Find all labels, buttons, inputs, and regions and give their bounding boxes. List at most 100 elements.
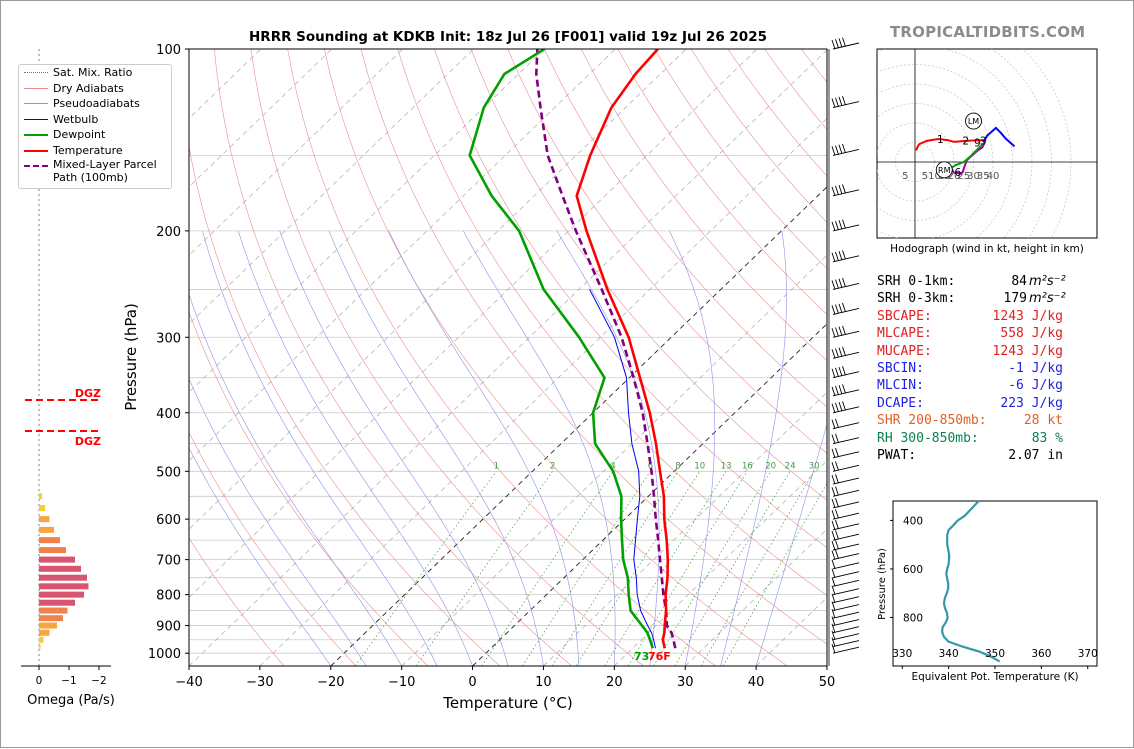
barb-flag xyxy=(836,252,839,261)
barb-flag xyxy=(843,219,846,228)
barb-flag xyxy=(836,540,839,549)
x-tick-label: −20 xyxy=(317,675,344,690)
barb-staff xyxy=(833,597,859,603)
theta-e-y-label: Pressure (hPa) xyxy=(877,548,888,620)
barb-flag xyxy=(843,38,846,47)
barb-flag xyxy=(832,521,835,530)
barb-flag xyxy=(836,434,839,443)
barb-flag xyxy=(832,404,835,413)
barb-flag xyxy=(843,384,846,393)
barb-flag xyxy=(843,250,846,259)
stat-row: SHR 200-850mb:28 kt xyxy=(877,412,1087,429)
stat-value: 28 kt xyxy=(1024,412,1063,429)
barb-staff xyxy=(833,580,859,586)
mixing-ratio-label: 13 xyxy=(721,461,732,471)
barb-flag xyxy=(832,328,835,337)
mixing-ratio-line xyxy=(701,471,814,666)
barb-staff xyxy=(833,620,859,626)
x-tick-label: 40 xyxy=(748,675,765,690)
stat-value: -1 J/kg xyxy=(1008,360,1063,377)
wind-barb xyxy=(832,594,859,603)
stat-label: SRH 0-1km: xyxy=(877,273,955,290)
omega-bar xyxy=(39,516,50,522)
legend-swatch xyxy=(24,119,48,120)
y-tick-label: 400 xyxy=(156,407,181,422)
stat-label: RH 300-850mb: xyxy=(877,430,979,447)
legend-label: Temperature xyxy=(53,143,123,158)
omega-bar xyxy=(39,623,57,629)
theta-x-tick-label: 330 xyxy=(892,648,912,660)
theta-e-x-label: Equivalent Pot. Temperature (K) xyxy=(911,671,1078,683)
omega-bar xyxy=(39,644,41,650)
barb-flag xyxy=(836,498,839,507)
wind-barb xyxy=(832,586,859,595)
barb-flag xyxy=(832,40,835,49)
legend-swatch xyxy=(24,165,48,167)
wind-barb xyxy=(832,384,859,395)
legend-swatch xyxy=(24,103,48,104)
legend-label: Mixed-Layer Parcel Path (100mb) xyxy=(53,158,169,184)
barb-flag xyxy=(836,520,839,529)
pseudoadiabat-line xyxy=(389,231,579,666)
mixing-ratio-label: 1 xyxy=(494,461,499,471)
hodograph-frame xyxy=(877,49,1097,238)
legend-label: Dry Adiabats xyxy=(53,81,124,96)
y-tick-label: 300 xyxy=(156,331,181,346)
omega-bar xyxy=(39,557,75,563)
wind-barb xyxy=(832,462,859,472)
barb-flag xyxy=(839,97,842,106)
barb-flag xyxy=(839,402,842,411)
stat-label: SBCAPE: xyxy=(877,308,932,325)
mixing-ratio-line xyxy=(522,471,650,666)
pseudoadiabat-line xyxy=(280,231,508,666)
barb-flag xyxy=(836,221,839,230)
barb-flag xyxy=(836,327,839,336)
barb-flag xyxy=(832,531,835,540)
wind-barb xyxy=(832,419,859,429)
stat-label: MLCAPE: xyxy=(877,325,932,342)
barb-flag xyxy=(836,530,839,539)
wind-barb xyxy=(832,602,859,611)
x-tick-label: −30 xyxy=(246,675,273,690)
barb-flag xyxy=(832,577,835,586)
barb-flag xyxy=(843,401,846,410)
barb-flag xyxy=(832,594,835,603)
stat-value: 1243 J/kg xyxy=(993,343,1063,360)
omega-bar xyxy=(39,630,50,636)
barb-flag xyxy=(832,349,835,358)
omega-bar xyxy=(39,575,87,581)
wind-barb xyxy=(832,550,859,560)
barb-staff xyxy=(833,605,859,611)
barb-flag xyxy=(843,184,846,193)
barb-flag xyxy=(839,385,842,394)
barb-flag xyxy=(839,279,842,288)
barb-staff xyxy=(833,572,859,578)
wind-barbs-column xyxy=(829,38,859,666)
pseudoadiabat-line xyxy=(756,231,872,666)
barb-flag xyxy=(832,551,835,560)
omega-bar xyxy=(39,608,68,614)
barb-flag xyxy=(832,187,835,196)
mixing-ratio-line xyxy=(654,471,771,666)
stat-value: 179 xyxy=(1004,290,1027,307)
barb-flag xyxy=(839,220,842,229)
barb-flag xyxy=(832,462,835,471)
storm-motion-label: LM xyxy=(968,117,979,126)
omega-bar xyxy=(39,527,54,533)
barb-flag xyxy=(839,348,842,357)
wind-barb xyxy=(832,569,859,578)
barb-staff xyxy=(833,647,859,653)
skewt-y-label: Pressure (hPa) xyxy=(122,303,140,411)
x-tick-label: −40 xyxy=(175,675,202,690)
barb-flag xyxy=(843,366,846,375)
legend-item: Temperature xyxy=(19,143,171,159)
barb-flag xyxy=(832,487,835,496)
theta-e-frame xyxy=(893,501,1097,666)
barb-flag xyxy=(839,304,842,313)
mixing-ratio-line xyxy=(482,471,613,666)
wind-barb xyxy=(832,448,859,458)
legend-label: Sat. Mix. Ratio xyxy=(53,65,132,80)
